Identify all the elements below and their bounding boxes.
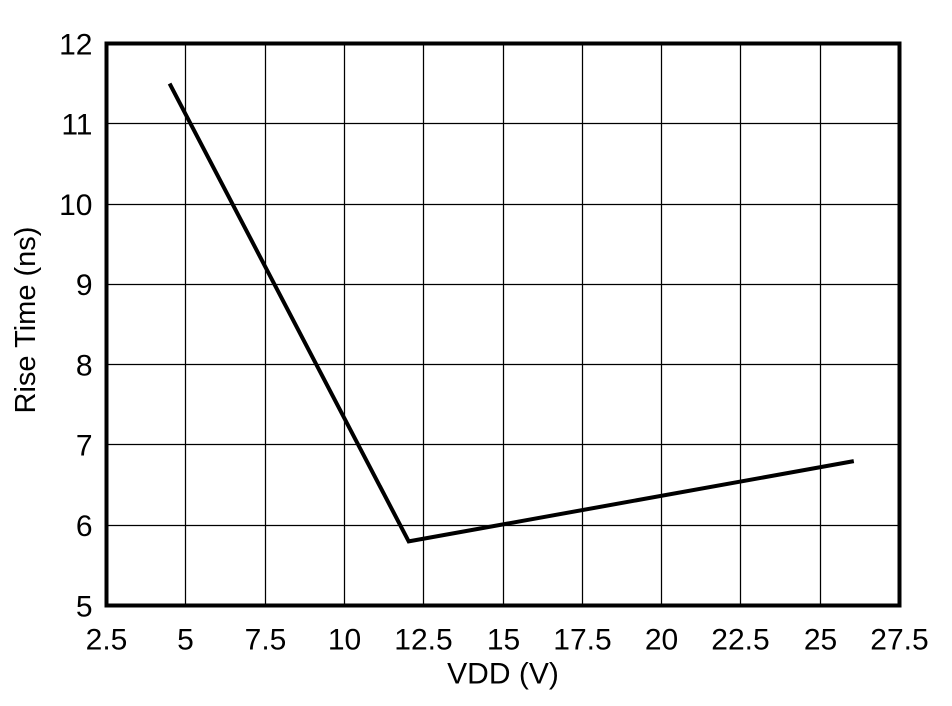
- svg-text:7: 7: [76, 430, 93, 463]
- svg-text:9: 9: [76, 269, 93, 302]
- svg-text:22.5: 22.5: [711, 624, 769, 657]
- svg-text:20: 20: [645, 624, 678, 657]
- svg-text:10: 10: [328, 624, 361, 657]
- svg-text:VDD (V): VDD (V): [447, 658, 559, 691]
- svg-text:Rise Time (ns): Rise Time (ns): [10, 227, 42, 414]
- svg-text:6: 6: [76, 510, 93, 543]
- svg-text:12.5: 12.5: [394, 624, 452, 657]
- svg-text:8: 8: [76, 349, 93, 382]
- svg-text:17.5: 17.5: [553, 624, 611, 657]
- svg-text:5: 5: [177, 624, 194, 657]
- svg-text:25: 25: [804, 624, 837, 657]
- svg-text:5: 5: [76, 590, 93, 623]
- svg-text:7.5: 7.5: [245, 624, 287, 657]
- svg-text:12: 12: [59, 28, 92, 61]
- svg-text:15: 15: [487, 624, 520, 657]
- svg-text:2.5: 2.5: [86, 624, 128, 657]
- svg-text:10: 10: [59, 189, 92, 222]
- svg-text:27.5: 27.5: [870, 624, 928, 657]
- svg-text:11: 11: [61, 109, 92, 142]
